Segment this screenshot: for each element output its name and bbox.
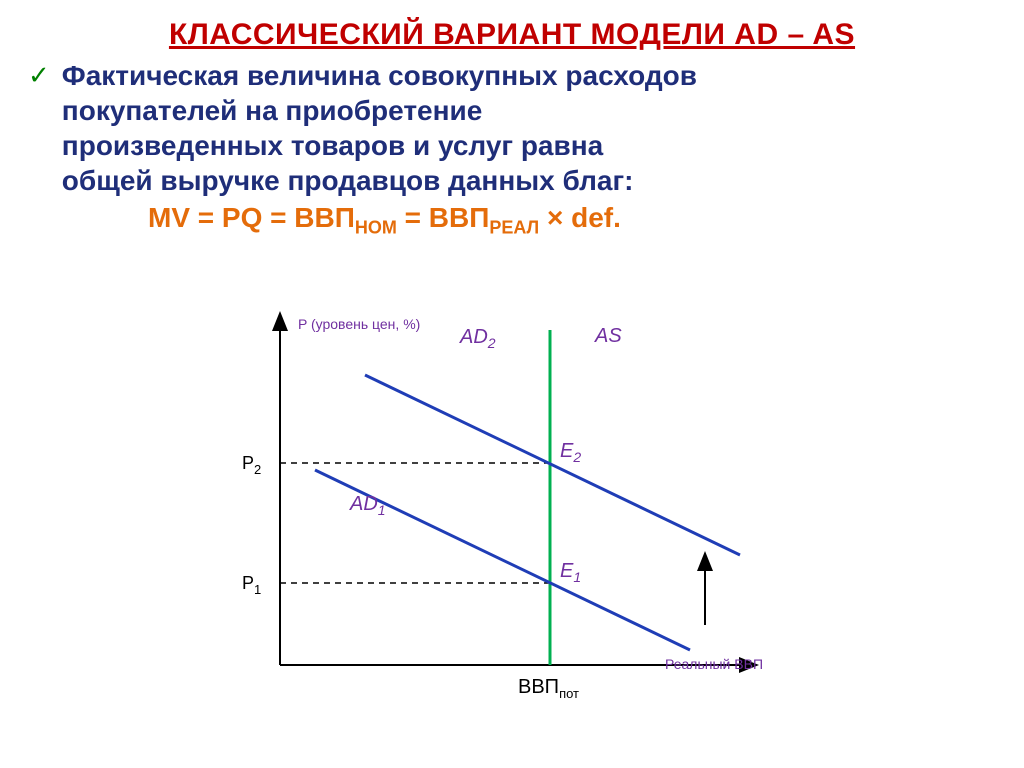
svg-text:E2: E2 xyxy=(560,440,581,465)
svg-text:P (уровень цен, %): P (уровень цен, %) xyxy=(298,316,420,332)
svg-text:AD2: AD2 xyxy=(459,326,496,351)
checkmark-icon: ✓ xyxy=(28,60,50,90)
bullet-line2: покупателей на приобретение xyxy=(62,95,483,126)
bullet-text: Фактическая величина совокупных расходов… xyxy=(62,58,697,198)
formula-sub2: РЕАЛ xyxy=(489,218,539,238)
ad-as-chart: P (уровень цен, %) Реальный ВВП P2 P1 E2 E1 AD… xyxy=(210,295,800,725)
formula-part1: MV = PQ = ВВП xyxy=(148,202,355,233)
bullet-line4: общей выручке продавцов данных благ: xyxy=(62,165,634,196)
svg-text:E1: E1 xyxy=(560,560,581,585)
formula-part2: = ВВП xyxy=(397,202,489,233)
formula-part3: × def. xyxy=(539,202,621,233)
bullet-block: ✓ Фактическая величина совокупных расход… xyxy=(28,58,996,198)
svg-text:AS: AS xyxy=(594,325,622,347)
svg-text:P2: P2 xyxy=(242,453,261,477)
bullet-line1: Фактическая величина совокупных расходов xyxy=(62,60,697,91)
formula: MV = PQ = ВВПНОМ = ВВПРЕАЛ × def. xyxy=(28,202,996,239)
bullet-line3: произведенных товаров и услуг равна xyxy=(62,130,603,161)
svg-text:ВВПпот: ВВПпот xyxy=(518,676,579,701)
svg-text:AD1: AD1 xyxy=(349,493,386,518)
slide-title: КЛАССИЧЕСКИЙ ВАРИАНТ МОДЕЛИ AD – AS xyxy=(28,18,996,52)
svg-text:P1: P1 xyxy=(242,573,261,597)
formula-sub1: НОМ xyxy=(355,218,397,238)
svg-text:Реальный ВВП: Реальный ВВП xyxy=(665,656,763,672)
